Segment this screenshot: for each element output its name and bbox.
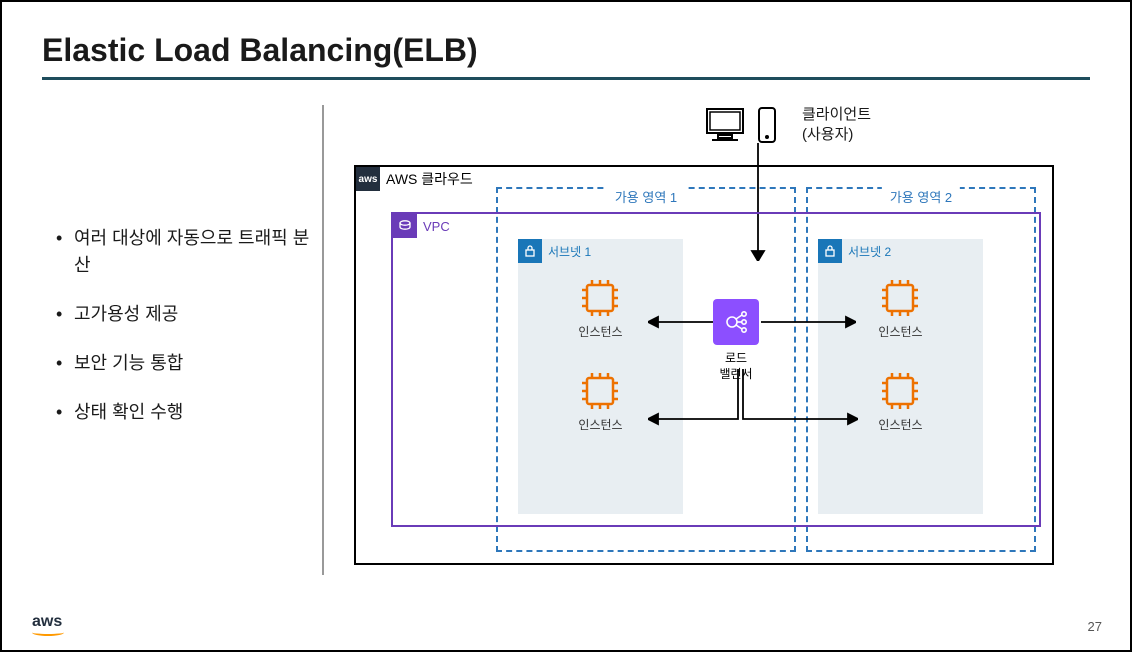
instance-label: 인스턴스 [578,323,622,340]
aws-logo-badge: aws [356,167,380,191]
bullet-item: 보안 기능 통합 [52,350,322,377]
aws-cloud-text: AWS 클라우드 [386,169,473,189]
instance-label: 인스턴스 [878,416,922,433]
vpc-label: VPC [393,214,456,238]
title-underline [42,77,1090,80]
lock-icon [818,239,842,263]
page-title: Elastic Load Balancing(ELB) [42,32,1090,69]
load-balancer-label: 로드 밸런서 [719,351,752,382]
aws-cloud-label: aws AWS 클라우드 [356,167,479,191]
vpc-container: VPC 서브넷 1 인스턴스 [391,212,1041,527]
mobile-icon [756,106,778,144]
instance-label: 인스턴스 [878,323,922,340]
bullet-item: 고가용성 제공 [52,301,322,328]
ec2-icon [879,370,921,412]
aws-smile-icon [32,629,64,636]
ec2-icon [579,277,621,319]
ec2-instance: 인스턴스 [878,370,922,433]
arrow-lb-i3 [761,314,856,330]
subnet2-label-text: 서브넷 2 [848,243,891,260]
ec2-instance: 인스턴스 [578,370,622,433]
ec2-icon [879,277,921,319]
bullets-column: 여러 대상에 자동으로 트래픽 분산 고가용성 제공 보안 기능 통합 상태 확… [42,105,322,575]
subnet2-label: 서브넷 2 [818,239,891,263]
load-balancer: 로드 밸런서 [713,299,759,382]
load-balancer-icon [713,299,759,345]
ec2-instance: 인스턴스 [578,277,622,340]
slide: Elastic Load Balancing(ELB) 여러 대상에 자동으로 … [2,2,1130,650]
instance-label: 인스턴스 [578,416,622,433]
content-row: 여러 대상에 자동으로 트래픽 분산 고가용성 제공 보안 기능 통합 상태 확… [42,105,1090,575]
lock-icon [518,239,542,263]
vertical-divider [322,105,324,575]
bullet-list: 여러 대상에 자동으로 트래픽 분산 고가용성 제공 보안 기능 통합 상태 확… [52,225,322,426]
ec2-instance: 인스턴스 [878,277,922,340]
architecture-diagram: 클라이언트 (사용자) aws AWS 클라우드 가용 영역 1 가 [354,105,1090,575]
subnet1-label-text: 서브넷 1 [548,243,591,260]
subnet1-label: 서브넷 1 [518,239,591,263]
client-label: 클라이언트 (사용자) [802,105,871,144]
vpc-label-text: VPC [423,219,450,234]
aws-cloud-container: aws AWS 클라우드 가용 영역 1 가용 영역 2 [354,165,1054,565]
aws-logo-text: aws [32,613,62,630]
page-number: 27 [1088,619,1102,634]
bullet-item: 상태 확인 수행 [52,399,322,426]
desktop-icon [704,106,746,144]
vpc-icon [393,214,417,238]
aws-logo-footer: aws [32,613,64,636]
az1-label: 가용 영역 1 [607,187,685,206]
bullet-item: 여러 대상에 자동으로 트래픽 분산 [52,225,322,279]
client-group: 클라이언트 (사용자) [704,105,871,144]
ec2-icon [579,370,621,412]
az2-label: 가용 영역 2 [882,187,960,206]
arrow-lb-i1 [648,314,718,330]
